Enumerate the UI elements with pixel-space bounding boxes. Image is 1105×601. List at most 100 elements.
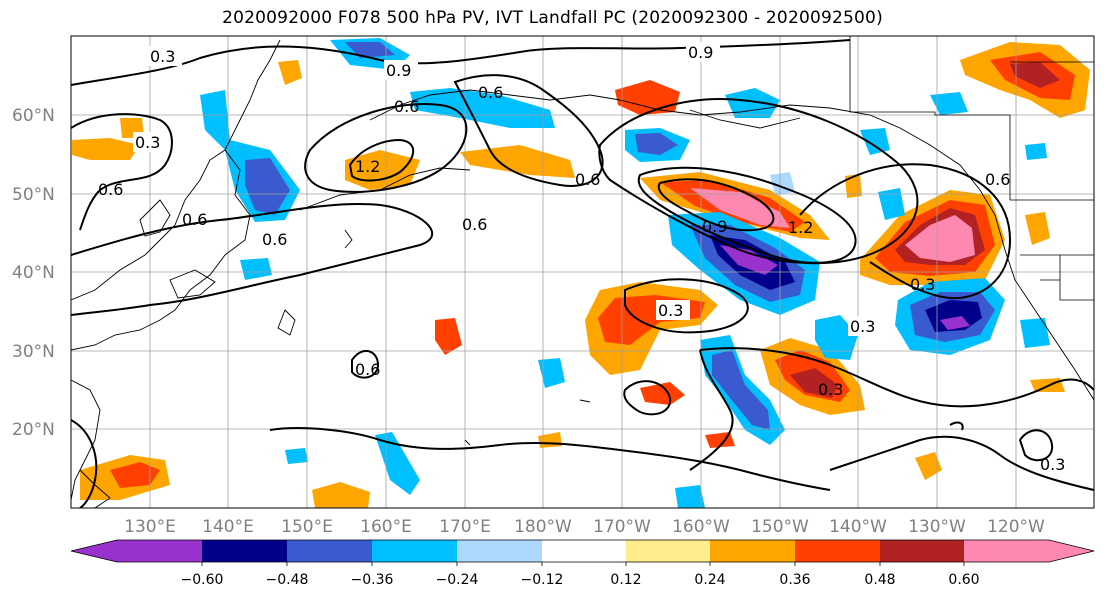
pv-blob [635,133,678,155]
lon-label: 170°E [439,517,491,537]
contour-label: 1.2 [788,218,813,237]
colorbar-tick-label: −0.24 [436,572,479,588]
lat-label: 60°N [12,106,55,126]
political-borders [849,36,1094,301]
colorbar-swatch [202,540,287,562]
colorbar-swatch [795,540,880,562]
contour-label: 0.3 [910,275,935,294]
contour-label: 0.6 [985,170,1010,189]
contour-label: 0.3 [658,301,683,320]
colorbar-swatch [542,540,626,562]
contour-label: 0.9 [688,43,713,62]
pv-blob [1010,62,1060,88]
contour-label: 0.3 [850,317,875,336]
pv-blob [538,358,565,388]
pv-blob [312,482,370,508]
ivt-contours [71,39,1094,508]
colorbar: −0.60 −0.48 −0.36 −0.24 −0.12 0.12 0.24 … [70,539,1095,588]
pv-blob [285,448,308,464]
colorbar-tick-label: 0.24 [694,572,725,588]
contour-label: 0.3 [818,380,843,399]
pv-blob [815,315,858,360]
lon-label: 130°W [908,517,966,537]
pv-blob [860,128,890,155]
contour-label: 0.6 [575,170,600,189]
contour-labels: 0.3 0.9 0.6 0.9 0.3 0.6 1.2 0.6 0.6 0.6 … [98,42,1065,474]
colorbar-tick-label: −0.48 [266,572,309,588]
colorbar-outline [70,539,1095,563]
pv-blob [725,88,780,118]
lon-label: 150°W [751,517,809,537]
map-area: 0.3 0.9 0.6 0.9 0.3 0.6 1.2 0.6 0.6 0.6 … [71,36,1094,508]
pv-blob [110,462,160,488]
colorbar-swatch [71,540,202,562]
map-frame [70,35,1095,509]
contour-label: 0.6 [262,230,287,249]
colorbar-swatch [372,540,457,562]
contour-label: 0.6 [462,215,487,234]
coastlines [71,39,1094,508]
latitude-labels: 60°N 50°N 40°N 30°N 20°N [12,106,55,440]
lon-label: 150°E [281,517,333,537]
contour-label: 0.3 [150,47,175,66]
pv-blob [72,138,140,160]
pv-blob [245,158,290,215]
contour-label: 0.3 [135,133,160,152]
colorbar-swatch [880,540,964,562]
contour-label: 0.3 [1040,455,1065,474]
lon-label: 160°E [360,517,412,537]
pv-blob [460,145,575,178]
pv-blob [712,350,770,430]
pv-blob [905,215,975,262]
pv-blob [915,452,942,480]
colorbar-tick-label: 0.12 [610,572,641,588]
contour-label: 0.9 [386,61,411,80]
pv-negative-anomalies [200,38,1050,508]
lon-label: 180°W [514,517,572,537]
lon-label: 160°W [672,517,730,537]
colorbar-swatch [287,540,372,562]
pv-blob [1030,378,1065,392]
pv-blob [675,485,705,508]
pv-blob [1025,212,1050,245]
pv-blob [940,316,970,330]
contour-label: 0.6 [478,83,503,102]
pv-blob [240,258,272,280]
contour-label: 0.6 [394,97,419,116]
lat-label: 30°N [12,342,55,362]
pv-blob [640,382,685,405]
pv-blob [410,88,555,128]
longitude-labels: 130°E 140°E 150°E 160°E 170°E 180°W 170°… [124,517,1045,537]
colorbar-swatch [457,540,542,562]
pv-blob [435,318,462,355]
colorbar-swatch [710,540,795,562]
contour-label: 1.2 [355,157,380,176]
lon-label: 120°W [987,517,1045,537]
pv-blob [1025,143,1047,160]
lon-label: 170°W [593,517,651,537]
colorbar-swatch [964,540,1094,562]
contour-label: 0.9 [702,217,727,236]
lon-label: 130°E [124,517,176,537]
pv-blob [790,368,838,398]
pv-blob [278,60,302,85]
lon-label: 140°W [829,517,887,537]
colorbar-tick-label: −0.36 [351,572,394,588]
colorbar-tick-label: 0.60 [948,572,979,588]
colorbar-swatch [626,540,710,562]
contour-label: 0.6 [355,360,380,379]
chart-title: 2020092000 F078 500 hPa PV, IVT Landfall… [222,8,883,28]
pv-blob [690,188,790,228]
contour-label: 0.6 [182,210,207,229]
colorbar-ticks [201,562,965,566]
lat-label: 20°N [12,420,55,440]
colorbar-tick-label: 0.48 [864,572,895,588]
pv-blob [720,245,778,275]
colorbar-tick-label: −0.60 [181,572,224,588]
pv-blob [930,92,968,115]
pv-blob [1020,318,1050,348]
colorbar-tick-label: −0.12 [521,572,564,588]
lon-label: 140°E [202,517,254,537]
contour-label: 0.6 [98,180,123,199]
